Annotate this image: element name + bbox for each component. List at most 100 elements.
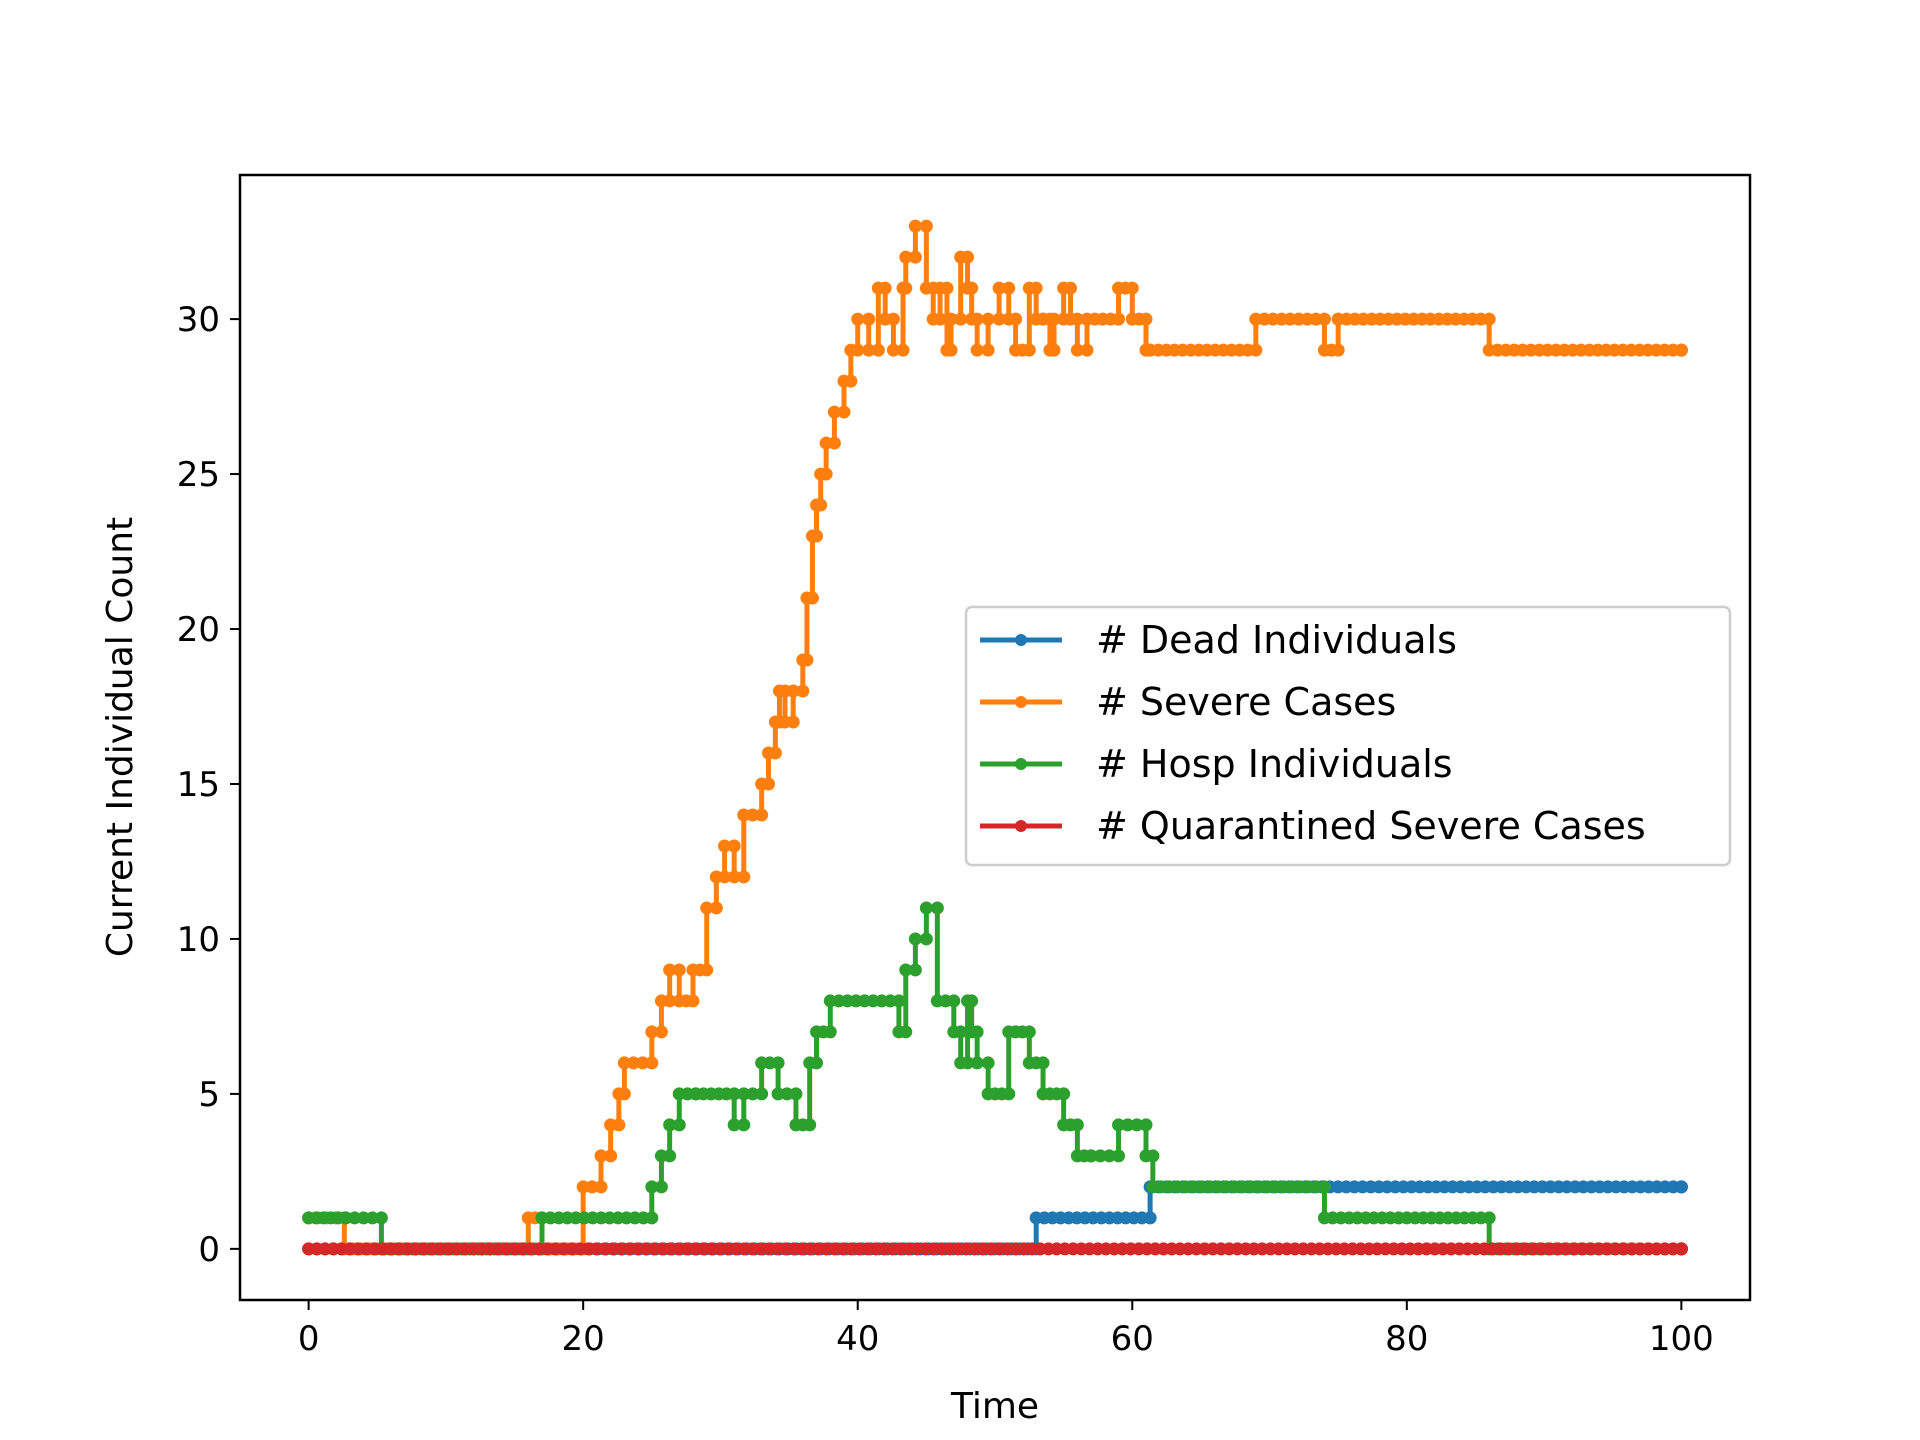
data-point [686, 994, 700, 1008]
data-point [814, 498, 828, 512]
data-point [837, 405, 851, 419]
data-point [786, 715, 800, 729]
data-point [755, 1087, 769, 1101]
data-point [700, 963, 714, 977]
data-point [663, 1149, 677, 1163]
data-point [672, 1118, 686, 1132]
data-point [1146, 1149, 1160, 1163]
data-point [1674, 1180, 1688, 1194]
data-point [645, 1056, 659, 1070]
data-point [1022, 343, 1036, 357]
data-point [1047, 343, 1061, 357]
data-point [892, 994, 906, 1008]
data-point [1057, 1087, 1071, 1101]
data-point [823, 1025, 837, 1039]
legend: # Dead Individuals # Severe Cases # Hosp I… [964, 605, 1732, 867]
data-point [940, 281, 954, 295]
y-tick-label: 15 [177, 765, 220, 805]
data-point [970, 343, 984, 357]
legend-swatch-marker [1015, 634, 1027, 646]
data-point [604, 1149, 618, 1163]
data-point [919, 219, 933, 233]
data-point [709, 901, 723, 915]
data-point [899, 1025, 913, 1039]
data-point [594, 1180, 608, 1194]
y-tick-label: 10 [177, 920, 220, 960]
y-tick-label: 25 [177, 455, 220, 495]
data-point [871, 343, 885, 357]
data-point [886, 312, 900, 326]
data-point [1022, 1025, 1036, 1039]
data-point [954, 312, 968, 326]
data-point [800, 653, 814, 667]
x-tick-label: 100 [1649, 1319, 1714, 1359]
data-point [1482, 312, 1496, 326]
series-layer [302, 219, 1688, 1256]
data-point [796, 684, 810, 698]
legend-item: # Severe Cases [980, 680, 1396, 724]
data-point [1112, 312, 1126, 326]
data-point [1029, 281, 1043, 295]
data-point [755, 808, 769, 822]
data-point [981, 343, 995, 357]
data-point [1009, 312, 1023, 326]
y-tick-label: 0 [198, 1230, 220, 1270]
y-tick-label: 5 [198, 1075, 220, 1115]
legend-item: # Quarantined Severe Cases [980, 804, 1646, 848]
data-point [645, 1211, 659, 1225]
data-point [737, 870, 751, 884]
data-point [970, 1056, 984, 1070]
data-point [1002, 1087, 1016, 1101]
data-point [919, 901, 933, 915]
data-point [803, 1118, 817, 1132]
data-point [1674, 1242, 1688, 1256]
data-point [810, 529, 824, 543]
data-point [851, 312, 865, 326]
data-point [612, 1118, 626, 1132]
legend-box [964, 605, 1732, 867]
x-axis-label: Time [950, 1386, 1039, 1427]
legend-label: # Hosp Individuals [1096, 742, 1453, 786]
data-point [954, 1025, 968, 1039]
data-point [908, 250, 922, 264]
y-tick-label: 30 [177, 300, 220, 340]
data-point [1112, 1149, 1126, 1163]
y-tick-label: 20 [177, 610, 220, 650]
series-2 [302, 901, 1688, 1256]
data-point [1482, 1211, 1496, 1225]
data-point [617, 1087, 631, 1101]
x-tick-label: 20 [562, 1319, 605, 1359]
data-point [1143, 1211, 1157, 1225]
data-point [762, 777, 775, 791]
data-point [1674, 343, 1688, 357]
data-point [844, 374, 858, 388]
data-point [654, 1025, 668, 1039]
data-point [970, 312, 984, 326]
series-3 [302, 1242, 1688, 1256]
data-point [965, 281, 979, 295]
data-point [981, 312, 995, 326]
x-tick-label: 80 [1385, 1319, 1428, 1359]
data-point [899, 281, 913, 295]
data-point [1317, 312, 1331, 326]
legend-swatch-marker [1015, 820, 1027, 832]
y-axis-label: Current Individual Count [100, 517, 141, 957]
data-point [374, 1211, 388, 1225]
data-point [851, 343, 865, 357]
data-point [672, 963, 686, 977]
data-point [789, 1087, 803, 1101]
data-point [654, 1180, 668, 1194]
data-point [1331, 343, 1345, 357]
data-point [933, 312, 947, 326]
data-point [771, 1056, 785, 1070]
data-point [1064, 281, 1077, 295]
x-tick-label: 0 [298, 1319, 320, 1359]
legend-label: # Severe Cases [1096, 680, 1396, 724]
data-point [961, 250, 975, 264]
data-point [908, 219, 922, 233]
series-line [308, 905, 1682, 1252]
data-point [1036, 1056, 1050, 1070]
data-point [1070, 1118, 1084, 1132]
data-point [737, 1118, 751, 1132]
